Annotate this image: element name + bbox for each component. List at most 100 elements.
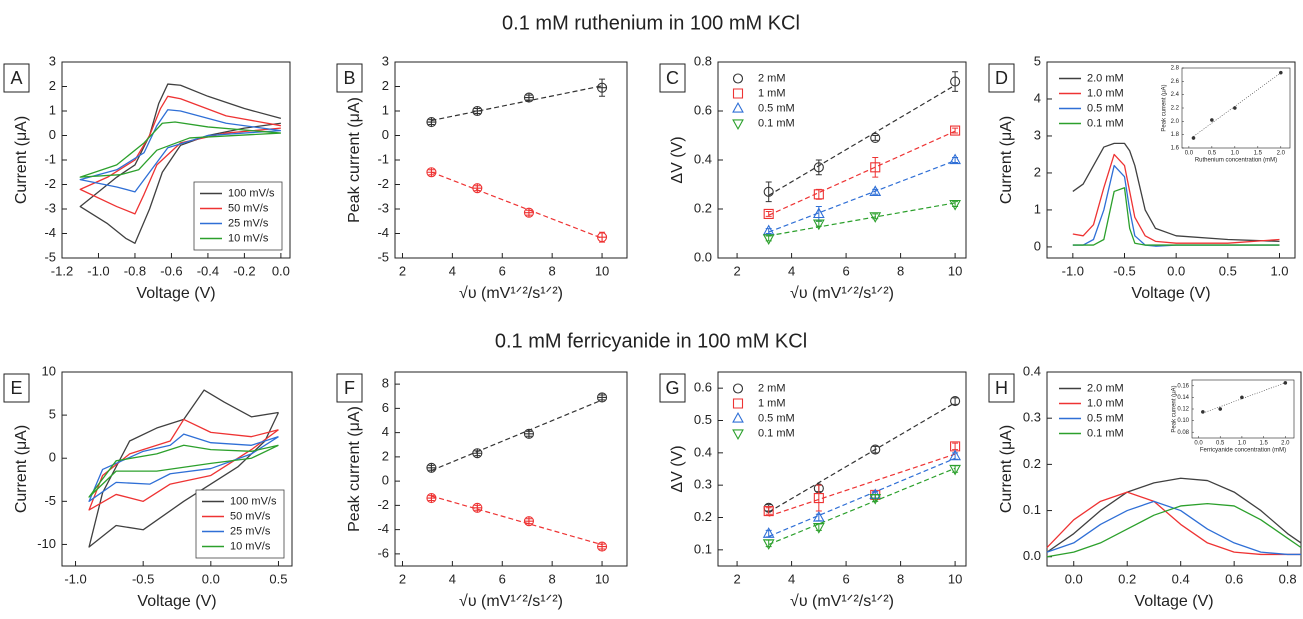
legend-label: 0.1 mM bbox=[758, 117, 795, 129]
y-tick-label: -2 bbox=[44, 176, 56, 191]
error-bar bbox=[765, 210, 772, 217]
legend-label: 25 mV/s bbox=[230, 525, 271, 537]
x-tick-label: 0.0 bbox=[1194, 441, 1203, 447]
y-tick-label: 2.8 bbox=[1171, 66, 1180, 72]
data-point bbox=[869, 185, 882, 196]
y-tick-label: 1 bbox=[382, 102, 389, 117]
legend-marker bbox=[732, 411, 744, 423]
y-axis-label: Current (μA) bbox=[13, 116, 30, 204]
panel-label-box bbox=[988, 63, 1015, 93]
data-line bbox=[1072, 187, 1280, 246]
legend-label: 1.0 mM bbox=[1087, 87, 1124, 99]
legend-label: 2.0 mM bbox=[1087, 72, 1124, 84]
panel-label: F bbox=[344, 378, 355, 398]
panel-label: D bbox=[995, 68, 1008, 88]
legend-label: 0.1 mM bbox=[758, 427, 795, 439]
panel-label: H bbox=[995, 378, 1008, 398]
data-point bbox=[472, 183, 483, 194]
y-tick-label: 0.2 bbox=[694, 509, 712, 524]
data-point bbox=[812, 207, 825, 219]
x-tick-label: 4 bbox=[788, 263, 795, 278]
data-point bbox=[763, 208, 774, 219]
fit-line bbox=[431, 171, 603, 239]
legend-marker bbox=[732, 119, 744, 131]
x-tick-label: 6 bbox=[842, 571, 849, 586]
data-line bbox=[1072, 142, 1280, 243]
x-axis-label: Voltage (V) bbox=[137, 593, 216, 610]
y-tick-label: -3 bbox=[377, 200, 389, 215]
x-tick-label: 8 bbox=[549, 263, 556, 278]
y-tick-label: 2.6 bbox=[1171, 79, 1180, 85]
y-tick-label: 0.0 bbox=[694, 249, 712, 264]
data-point bbox=[1191, 136, 1196, 140]
legend-label: 2.0 mM bbox=[1087, 382, 1124, 394]
y-axis-label: Peak current (μA) bbox=[346, 97, 363, 223]
plot-frame bbox=[717, 371, 967, 567]
data-line bbox=[88, 444, 279, 498]
x-axis-label: Voltage (V) bbox=[1131, 285, 1210, 302]
data-point bbox=[762, 527, 775, 538]
data-point bbox=[813, 493, 824, 504]
legend-label: 100 mV/s bbox=[230, 495, 277, 507]
y-tick-label: -5 bbox=[44, 249, 56, 264]
y-tick-label: -4 bbox=[377, 521, 389, 536]
x-tick-label: 1.0 bbox=[1231, 151, 1240, 157]
data-point bbox=[949, 449, 961, 461]
y-tick-label: 5 bbox=[49, 407, 56, 422]
panel-label-box bbox=[659, 63, 686, 93]
y-tick-label: 1.8 bbox=[1171, 132, 1180, 138]
data-point bbox=[812, 219, 825, 231]
x-tick-label: 0.0 bbox=[272, 263, 290, 278]
panel-label: E bbox=[10, 378, 22, 398]
fit-line bbox=[1202, 382, 1286, 414]
y-tick-label: 0 bbox=[49, 450, 56, 465]
data-point bbox=[523, 516, 535, 527]
x-tick-label: -0.8 bbox=[124, 263, 146, 278]
legend-label: 25 mV/s bbox=[228, 217, 269, 229]
y-tick-label: 2.4 bbox=[1171, 92, 1180, 98]
error-bar bbox=[952, 71, 959, 92]
legend-marker bbox=[732, 398, 744, 409]
x-tick-label: 0.4 bbox=[1172, 571, 1190, 586]
y-tick-label: 1 bbox=[1034, 201, 1041, 216]
data-point bbox=[597, 232, 608, 243]
data-line bbox=[88, 418, 279, 511]
data-point bbox=[949, 199, 961, 211]
data-line bbox=[1046, 502, 1302, 558]
y-tick-label: -4 bbox=[377, 225, 389, 240]
y-tick-label: 0.14 bbox=[1177, 395, 1189, 401]
data-point bbox=[812, 510, 825, 522]
x-tick-label: 0.5 bbox=[269, 571, 287, 586]
data-point bbox=[1210, 118, 1214, 122]
x-axis-label: √υ (mV¹ᐟ²/s¹ᐟ²) bbox=[790, 285, 894, 302]
y-tick-label: 0.0 bbox=[1023, 548, 1041, 563]
x-axis-label: Voltage (V) bbox=[136, 285, 215, 302]
fit-line bbox=[768, 402, 956, 513]
legend-label: 2 mM bbox=[758, 382, 786, 394]
error-bar bbox=[765, 181, 772, 203]
data-point bbox=[523, 428, 535, 439]
y-tick-label: -5 bbox=[44, 493, 56, 508]
legend-label: 0.5 mM bbox=[758, 412, 795, 424]
y-tick-label: 0.4 bbox=[694, 151, 712, 166]
fit-line bbox=[431, 495, 603, 546]
fit-line bbox=[431, 399, 603, 472]
data-point bbox=[813, 162, 824, 173]
data-point bbox=[870, 162, 881, 173]
legend-label: 50 mV/s bbox=[228, 202, 269, 214]
x-tick-label: -0.4 bbox=[197, 263, 219, 278]
y-tick-label: 0 bbox=[382, 473, 389, 488]
y-tick-label: 8 bbox=[382, 376, 389, 391]
y-tick-label: 0.08 bbox=[1177, 430, 1189, 436]
y-tick-label: -2 bbox=[377, 497, 389, 512]
y-tick-label: 0.2 bbox=[1023, 456, 1041, 471]
data-point bbox=[813, 189, 824, 200]
x-axis-label: √υ (mV¹ᐟ²/s¹ᐟ²) bbox=[459, 593, 563, 610]
y-axis-label: Current (μA) bbox=[998, 425, 1015, 513]
data-point bbox=[950, 441, 961, 452]
x-tick-label: 0.2 bbox=[1118, 571, 1136, 586]
panel-label-box bbox=[659, 373, 686, 403]
y-tick-label: 0.16 bbox=[1177, 383, 1189, 389]
